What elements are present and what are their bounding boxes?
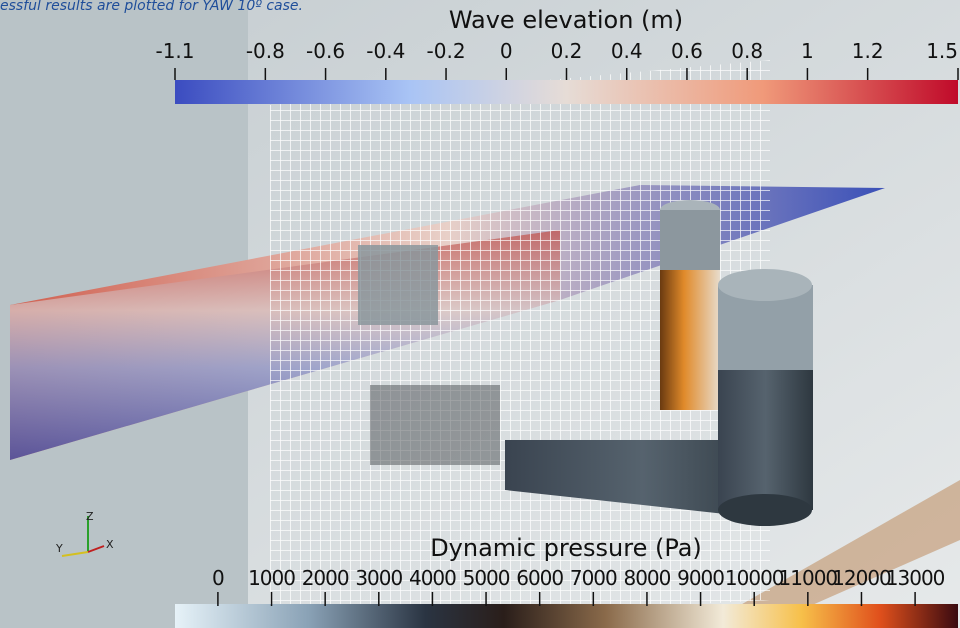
block xyxy=(358,245,438,325)
colorbar-tick-label: -0.8 xyxy=(246,39,285,63)
colorbar-tick-label: 8000 xyxy=(623,566,670,590)
colorbar-tick-label: 2000 xyxy=(302,566,349,590)
colorbar-tick-label: -0.6 xyxy=(306,39,345,63)
column-large-bottom xyxy=(718,494,812,526)
colorbar-tick-label: 11000 xyxy=(779,566,838,590)
colorbar-tick-label: 0 xyxy=(212,566,224,590)
column-small-upper xyxy=(660,210,720,270)
colorbar-tick-label: 0.4 xyxy=(611,39,643,63)
colorbar-tick-label: 10000 xyxy=(725,566,784,590)
visualization: Z Y X essful results are plotted for YAW… xyxy=(0,0,960,628)
colorbar-tick-label: 5000 xyxy=(463,566,510,590)
colorbar-tick-label: 0.8 xyxy=(731,39,763,63)
colorbar-tick-label: 7000 xyxy=(570,566,617,590)
colorbar-tick-label: 1.2 xyxy=(852,39,884,63)
colorbar-tick-label: 3000 xyxy=(355,566,402,590)
colorbar-wave xyxy=(175,80,958,104)
colorbar-tick-label: -0.4 xyxy=(366,39,405,63)
colorbar-tick-label: 6000 xyxy=(516,566,563,590)
colorbar-tick-label: 1000 xyxy=(248,566,295,590)
colorbar-tick-label: -1.1 xyxy=(155,39,194,63)
colorbar-tick-label: 4000 xyxy=(409,566,456,590)
colorbar-title: Dynamic pressure (Pa) xyxy=(430,534,702,562)
colorbar-tick-label: 0.6 xyxy=(671,39,703,63)
colorbar-tick-label: 0 xyxy=(500,39,513,63)
colorbar-tick-label: 0.2 xyxy=(551,39,583,63)
axis-z-label: Z xyxy=(86,510,94,523)
column-large-top xyxy=(718,269,812,301)
colorbar-tick-label: 13000 xyxy=(886,566,945,590)
pontoon-shadow xyxy=(370,385,500,465)
axis-x-label: X xyxy=(106,538,114,551)
colorbar-tick-label: 1 xyxy=(801,39,814,63)
caption: essful results are plotted for YAW 10º c… xyxy=(0,0,303,14)
axis-y-label: Y xyxy=(55,542,63,555)
page: Z Y X essful results are plotted for YAW… xyxy=(0,0,960,628)
colorbar-title: Wave elevation (m) xyxy=(449,6,683,34)
colorbar-tick-label: -0.2 xyxy=(427,39,466,63)
colorbar-tick-label: 1.5 xyxy=(926,39,958,63)
colorbar-pressure xyxy=(175,604,958,628)
colorbar-tick-label: 12000 xyxy=(832,566,891,590)
colorbar-tick-label: 9000 xyxy=(677,566,724,590)
